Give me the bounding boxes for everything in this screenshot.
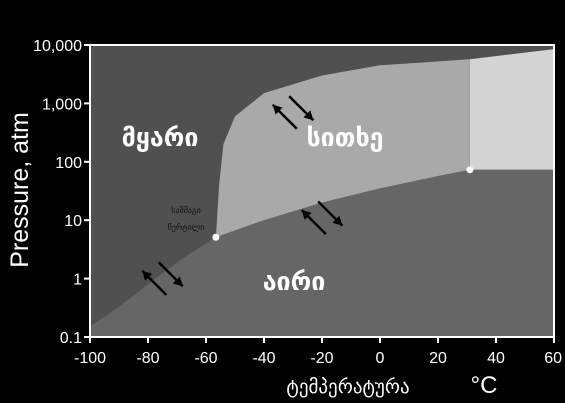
x-tick-label: 20: [429, 350, 447, 367]
plot-regions: [90, 45, 554, 337]
triple-point-marker: [212, 233, 220, 241]
critical-point-marker: [466, 166, 474, 174]
region-label-solid: მყარი: [122, 123, 199, 152]
y-axis-ticks: 10,000 1,000 100 10 1 0.1: [33, 38, 90, 347]
x-axis-ticks: -100 -80 -60 -40 -20 0 20 40 60: [74, 337, 562, 367]
x-axis-unit: °C: [471, 372, 498, 399]
equilibrium-arrows: [141, 95, 344, 296]
region-label-gas: აირი: [263, 267, 326, 296]
y-tick-label: 1,000: [42, 96, 82, 113]
arrows-solid-gas-down-head: [172, 276, 183, 287]
x-tick-label: 40: [487, 350, 505, 367]
region-label-liquid: სითხე: [306, 123, 383, 152]
liquid-region: [215, 59, 470, 238]
x-tick-label: -80: [136, 350, 159, 367]
x-tick-label: -40: [252, 350, 275, 367]
x-tick-label: 60: [544, 350, 562, 367]
x-tick-label: -100: [74, 350, 106, 367]
x-axis-label: ტემპერატურა: [286, 376, 409, 398]
triple-point-label-line1: სამმაგი: [171, 205, 200, 215]
y-tick-label: 0.1: [60, 330, 82, 347]
gas-region: [90, 169, 554, 337]
x-tick-label: -20: [310, 350, 333, 367]
arrows-solid-gas-up-head: [142, 270, 153, 281]
y-tick-label: 1: [73, 272, 82, 289]
x-tick-label: 0: [376, 350, 385, 367]
triple-point-label-line2: წერტილი: [168, 222, 205, 232]
arrows-liquid-gas-up-head: [301, 210, 312, 220]
x-tick-label: -60: [194, 350, 217, 367]
y-tick-label: 10: [64, 213, 82, 230]
arrows-solid-liquid-up-head: [272, 104, 283, 115]
y-axis-label: Pressure, atm: [6, 112, 34, 268]
y-tick-label: 10,000: [33, 38, 82, 55]
y-tick-label: 100: [55, 155, 82, 172]
arrows-liquid-gas-down-head: [332, 215, 343, 226]
arrows-solid-liquid-down-head: [303, 110, 314, 121]
supercritical-region: [469, 49, 554, 170]
